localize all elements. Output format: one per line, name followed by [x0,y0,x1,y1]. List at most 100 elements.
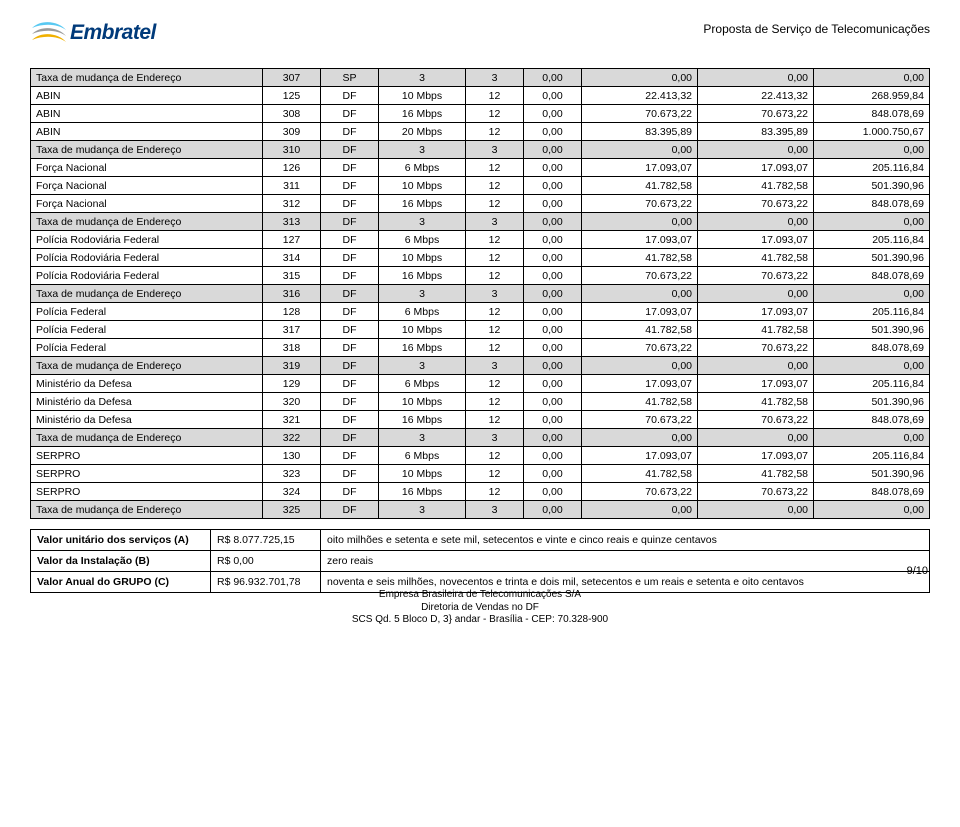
table-cell: 12 [466,447,524,465]
table-cell: Polícia Rodoviária Federal [31,249,263,267]
table-cell: 17.093,07 [582,303,698,321]
table-cell: 848.078,69 [814,339,930,357]
table-cell: Taxa de mudança de Endereço [31,429,263,447]
table-cell: 0,00 [524,339,582,357]
table-cell: 0,00 [814,213,930,231]
logo-text: Embratel [70,21,156,45]
footer-line-1: Empresa Brasileira de Telecomunicações S… [30,589,930,602]
table-cell: 16 Mbps [379,339,466,357]
table-cell: 0,00 [582,69,698,87]
table-row: Força Nacional311DF10 Mbps120,0041.782,5… [31,177,930,195]
table-row: Taxa de mudança de Endereço316DF330,000,… [31,285,930,303]
table-cell: 317 [263,321,321,339]
table-cell: 318 [263,339,321,357]
table-cell: Taxa de mudança de Endereço [31,141,263,159]
table-cell: 41.782,58 [582,465,698,483]
table-cell: 16 Mbps [379,195,466,213]
table-cell: ABIN [31,123,263,141]
table-cell: DF [321,393,379,411]
table-cell: DF [321,483,379,501]
table-cell: 12 [466,303,524,321]
table-cell: DF [321,321,379,339]
table-cell: 22.413,32 [698,87,814,105]
table-cell: Ministério da Defesa [31,411,263,429]
table-cell: 0,00 [814,141,930,159]
table-cell: 70.673,22 [582,483,698,501]
table-cell: 3 [379,501,466,519]
table-cell: 16 Mbps [379,411,466,429]
table-cell: 0,00 [524,213,582,231]
table-cell: 3 [466,141,524,159]
summary-value: R$ 8.077.725,15 [211,530,321,551]
table-cell: 12 [466,267,524,285]
table-cell: DF [321,105,379,123]
table-cell: DF [321,303,379,321]
table-cell: 17.093,07 [582,447,698,465]
table-cell: DF [321,123,379,141]
table-cell: 70.673,22 [698,339,814,357]
table-cell: 1.000.750,67 [814,123,930,141]
table-cell: 12 [466,321,524,339]
summary-row: Valor unitário dos serviços (A)R$ 8.077.… [31,530,930,551]
table-cell: Força Nacional [31,159,263,177]
table-cell: 0,00 [524,267,582,285]
table-cell: DF [321,87,379,105]
table-cell: 0,00 [814,285,930,303]
logo-swoosh-icon [30,20,68,46]
table-cell: DF [321,267,379,285]
table-row: Ministério da Defesa129DF6 Mbps120,0017.… [31,375,930,393]
table-cell: 12 [466,177,524,195]
table-cell: DF [321,231,379,249]
table-cell: 3 [466,501,524,519]
table-row: Polícia Rodoviária Federal314DF10 Mbps12… [31,249,930,267]
page-footer: Empresa Brasileira de Telecomunicações S… [30,589,930,627]
table-cell: 0,00 [524,303,582,321]
table-cell: 17.093,07 [582,231,698,249]
table-row: SERPRO323DF10 Mbps120,0041.782,5841.782,… [31,465,930,483]
table-cell: 83.395,89 [582,123,698,141]
table-cell: 12 [466,105,524,123]
table-cell: 6 Mbps [379,159,466,177]
table-cell: 41.782,58 [582,177,698,195]
table-cell: 3 [379,357,466,375]
table-row: Ministério da Defesa321DF16 Mbps120,0070… [31,411,930,429]
table-cell: 0,00 [524,231,582,249]
table-cell: 501.390,96 [814,465,930,483]
table-cell: DF [321,195,379,213]
table-cell: DF [321,177,379,195]
table-cell: 6 Mbps [379,447,466,465]
table-cell: 3 [466,285,524,303]
table-cell: 10 Mbps [379,465,466,483]
table-cell: ABIN [31,87,263,105]
table-cell: 12 [466,123,524,141]
table-cell: 0,00 [524,447,582,465]
table-row: SERPRO130DF6 Mbps120,0017.093,0717.093,0… [31,447,930,465]
table-cell: 3 [379,213,466,231]
doc-title: Proposta de Serviço de Telecomunicações [703,22,930,36]
table-cell: SP [321,69,379,87]
table-row: Polícia Federal128DF6 Mbps120,0017.093,0… [31,303,930,321]
table-cell: 126 [263,159,321,177]
table-cell: 320 [263,393,321,411]
table-row: ABIN125DF10 Mbps120,0022.413,3222.413,32… [31,87,930,105]
table-cell: 6 Mbps [379,303,466,321]
table-cell: 0,00 [698,213,814,231]
table-cell: 70.673,22 [582,267,698,285]
services-table: Taxa de mudança de Endereço307SP330,000,… [30,68,930,519]
table-cell: 41.782,58 [582,321,698,339]
logo: Embratel [30,20,156,46]
table-cell: 12 [466,483,524,501]
table-cell: Polícia Federal [31,303,263,321]
table-cell: 0,00 [698,501,814,519]
table-row: Taxa de mudança de Endereço313DF330,000,… [31,213,930,231]
table-row: Força Nacional126DF6 Mbps120,0017.093,07… [31,159,930,177]
table-cell: DF [321,465,379,483]
table-cell: DF [321,357,379,375]
table-cell: 70.673,22 [698,267,814,285]
table-cell: 12 [466,411,524,429]
table-cell: 3 [466,69,524,87]
table-cell: 0,00 [524,87,582,105]
table-cell: 205.116,84 [814,231,930,249]
table-cell: DF [321,411,379,429]
table-cell: 16 Mbps [379,267,466,285]
